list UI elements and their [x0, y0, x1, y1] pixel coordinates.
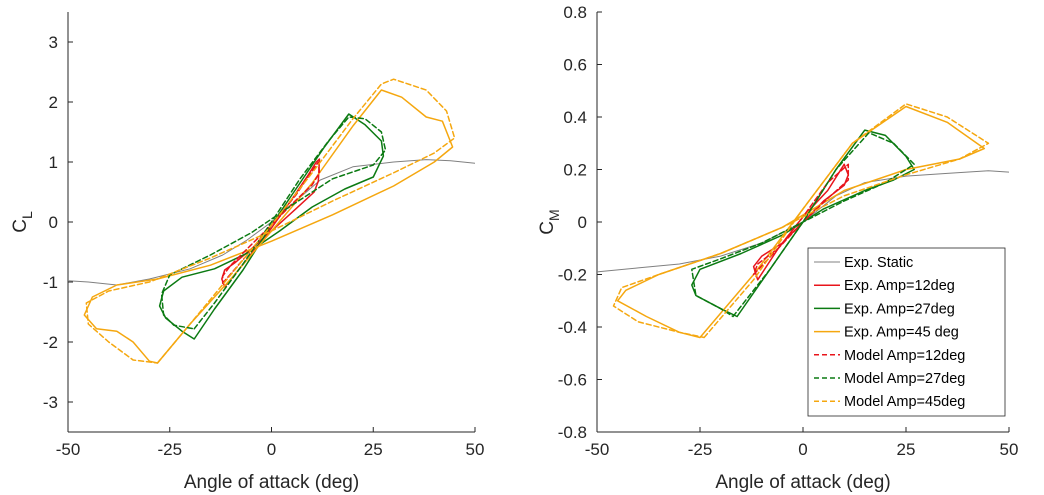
series-line-exp-amp-45-deg [616, 105, 986, 339]
x-tick-label: -25 [157, 440, 182, 459]
x-tick-label: -50 [56, 440, 81, 459]
moment-coefficient-chart: -50 -25 0 25 50 -0.8 -0.6 -0.4 -0.2 0 0.2 0.4 0.6 0.8… [537, 3, 1018, 493]
x-tick-label: 0 [798, 440, 807, 459]
x-tick-label: -50 [585, 440, 610, 459]
y-tick-label: 0.2 [563, 161, 587, 180]
y-tick-label: 1 [49, 153, 58, 172]
legend: Exp. Static Exp. Amp=12deg Exp. Amp=27deg E… [807, 247, 1006, 417]
legend-label-exp-amp-27deg: Exp. Amp=27deg [844, 301, 955, 317]
legend-box [807, 247, 1006, 417]
y-tick-label: -0.4 [558, 318, 587, 337]
series-line-model-amp-27deg [160, 116, 387, 330]
y-tick-label: 0 [578, 213, 587, 232]
y-tick-label: 0.6 [563, 56, 587, 75]
x-tick-label: 50 [466, 440, 485, 459]
y-tick-label: -0.6 [558, 371, 587, 390]
series-line-exp-amp-27deg [158, 113, 385, 340]
y-tick-label: -0.8 [558, 423, 587, 442]
x-tick-label: 0 [267, 440, 276, 459]
legend-label-model-amp-45deg: Model Amp=45deg [844, 394, 965, 410]
legend-label-exp-static: Exp. Static [844, 255, 913, 271]
series-line-model-amp-45deg [612, 103, 990, 339]
x-tick-label: 25 [364, 440, 383, 459]
series-line-model-amp-27deg [691, 132, 915, 318]
series-line-model-amp-45deg [85, 78, 456, 364]
y-tick-label: -0.2 [558, 266, 587, 285]
legend-label-model-amp-27deg: Model Amp=27deg [844, 371, 965, 387]
x-tick-label: -25 [688, 440, 713, 459]
series-group [68, 78, 475, 364]
x-tick-label: 25 [897, 440, 916, 459]
legend-label-model-amp-12deg: Model Amp=12deg [844, 348, 965, 364]
y-tick-label: 2 [49, 93, 58, 112]
y-tick-label: 0 [49, 213, 58, 232]
x-tick-label: 50 [1000, 440, 1019, 459]
y-axis-label: CM [537, 209, 562, 234]
lift-coefficient-chart: -50 -25 0 25 50 -3 -2 -1 0 1 2 3 Angle of attack (de… [10, 12, 484, 493]
y-tick-label: 0.8 [563, 3, 587, 22]
legend-label-exp-amp-12deg: Exp. Amp=12deg [844, 278, 955, 294]
x-axis-label: Angle of attack (deg) [715, 472, 890, 493]
y-tick-label: 3 [49, 33, 58, 52]
y-axis-label: CL [10, 211, 35, 233]
series-line-exp-amp-45-deg [83, 89, 454, 364]
y-tick-label: -1 [43, 273, 58, 292]
legend-label-exp-amp-45-deg: Exp. Amp=45 deg [844, 325, 959, 341]
y-tick-label: -2 [43, 333, 58, 352]
series-group [597, 103, 1009, 339]
x-axis-label: Angle of attack (deg) [184, 472, 359, 493]
y-tick-label: 0.4 [563, 108, 587, 127]
y-tick-label: -3 [43, 393, 58, 412]
